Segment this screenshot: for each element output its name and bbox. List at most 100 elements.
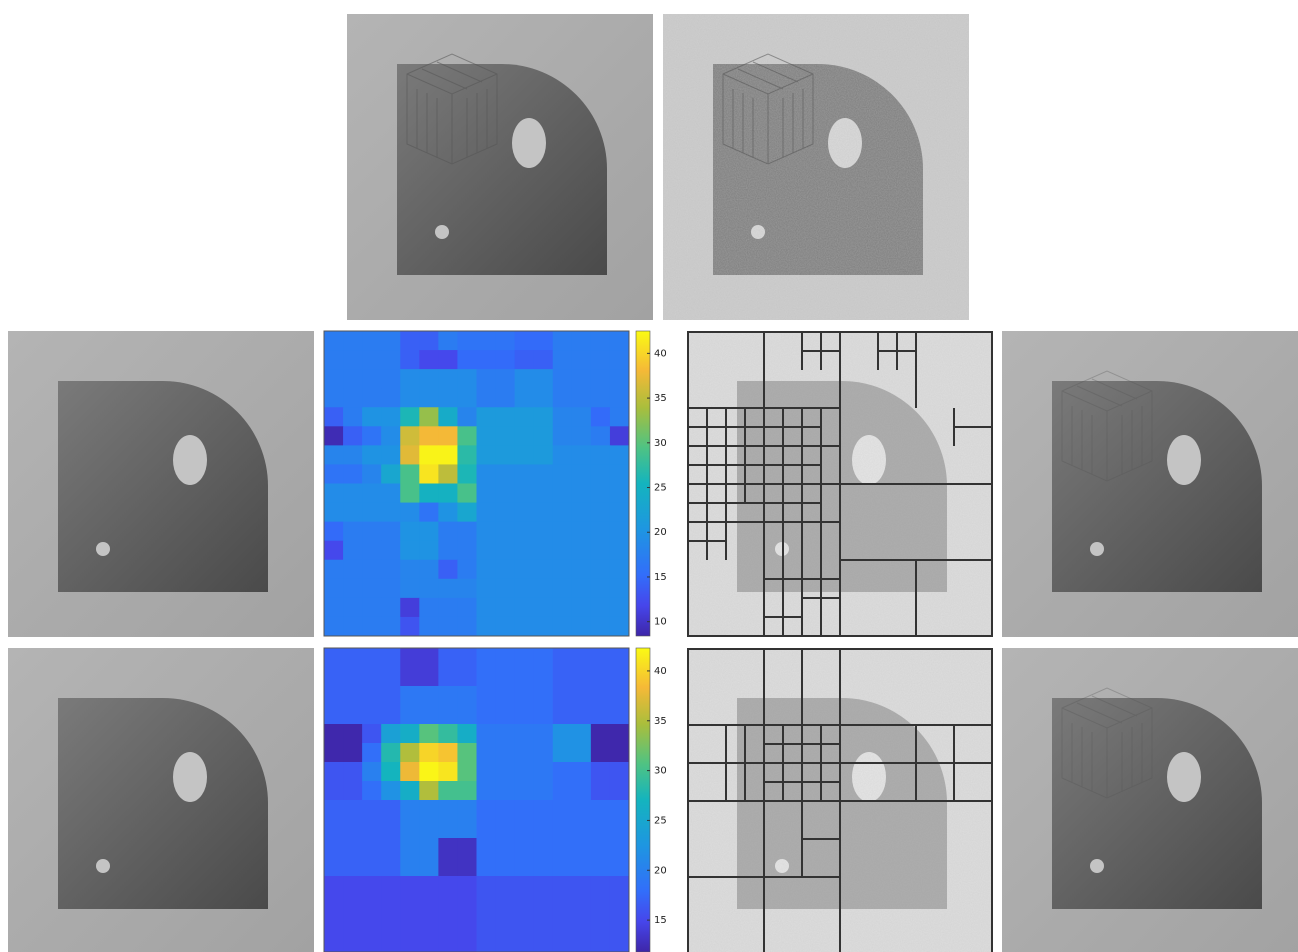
heatmap-cell [572,914,592,934]
heatmap-cell [381,579,401,599]
heatmap-cell [362,522,382,542]
heatmap-cell [553,876,573,896]
heatmap-cell [534,819,554,839]
heatmap-cell [457,648,477,668]
heatmap-cell [343,617,363,637]
heatmap-cell [496,369,516,389]
heatmap-cell [610,724,630,744]
heatmap-cell [610,388,630,408]
heatmap-cell [457,895,477,915]
heatmap-cell [457,933,477,952]
heatmap-cell [438,648,458,668]
heatmap-cell [324,838,344,858]
heatmap-cell [591,598,611,618]
heatmap-cell [572,617,592,637]
heatmap-cell [362,464,382,484]
heatmap-cell [496,705,516,725]
heatmap-cell [553,743,573,763]
heatmap-cell [381,781,401,801]
heatmap-cell [362,407,382,427]
quadtree-image [687,331,993,637]
heatmap-cell [438,876,458,896]
heatmap-cell [534,838,554,858]
heatmap-cell [496,426,516,446]
heatmap-cell [591,819,611,839]
heatmap-cell [553,648,573,668]
heatmap-cell [324,388,344,408]
heatmap-cell [419,503,439,523]
heatmap-cell [362,503,382,523]
heatmap-cell [496,838,516,858]
heatmap-cell [381,522,401,542]
heatmap-cell [400,914,420,934]
heatmap-cell [381,743,401,763]
heatmap-cell [591,350,611,370]
heatmap-cell [534,388,554,408]
heatmap-cell [591,445,611,465]
heatmap-cell [477,705,497,725]
heatmap-cell [343,648,363,668]
heatmap-cell [419,407,439,427]
heatmap-cell [343,933,363,952]
heatmap-cell [534,503,554,523]
heatmap-cell [324,426,344,446]
heatmap-cell [591,781,611,801]
heatmap-cell [381,369,401,389]
heatmap-cell [457,464,477,484]
colorbar-tick-label: 20 [654,865,667,876]
heatmap-cell [362,350,382,370]
heatmap-cell [591,484,611,504]
heatmap-cell [610,762,630,782]
heatmap-cell [553,800,573,820]
heatmap-cell [610,800,630,820]
heatmap-cell [553,503,573,523]
result-image [8,648,314,952]
heatmap-cell [610,781,630,801]
heatmap-cell [343,686,363,706]
heatmap-cell [438,522,458,542]
heatmap-cell [419,617,439,637]
heatmap-cell [419,426,439,446]
heatmap-cell [515,617,535,637]
heatmap-cell [572,503,592,523]
heatmap-cell [362,705,382,725]
heatmap-cell [553,522,573,542]
heatmap-cell [515,350,535,370]
heatmap-cell [591,724,611,744]
heatmap-cell [591,579,611,599]
row-3 [8,648,1298,952]
heatmap-cell [553,464,573,484]
heatmap-cell [515,426,535,446]
heatmap-cell [457,876,477,896]
heatmap-cell [457,407,477,427]
heatmap-cell [438,857,458,877]
colorbar-tick-label: 10 [654,617,667,628]
heatmap-cell [496,484,516,504]
heatmap-cell [457,686,477,706]
heatmap-cell [343,579,363,599]
noisy-image [663,14,969,320]
heatmap-cell [419,933,439,952]
colorbar-tick-label: 40 [654,348,667,359]
heatmap-cell [496,579,516,599]
heatmap-cell [438,914,458,934]
heatmap-cell [438,617,458,637]
heatmap-cell [534,541,554,561]
heatmap-cell [591,464,611,484]
heatmap-cell [534,762,554,782]
heatmap-cell [362,895,382,915]
heatmap-cell [610,914,630,934]
heatmap-cell [553,838,573,858]
heatmap-cell [591,895,611,915]
heatmap-cell [477,914,497,934]
heatmap-cell [400,541,420,561]
heatmap-cell [362,331,382,351]
heatmap-cell [457,369,477,389]
heatmap-cell [610,648,630,668]
heatmap-cell [572,426,592,446]
heatmap-cell [572,388,592,408]
heatmap-cell [515,781,535,801]
heatmap-cell [457,579,477,599]
heatmap-cell [362,648,382,668]
heatmap-cell [324,743,344,763]
